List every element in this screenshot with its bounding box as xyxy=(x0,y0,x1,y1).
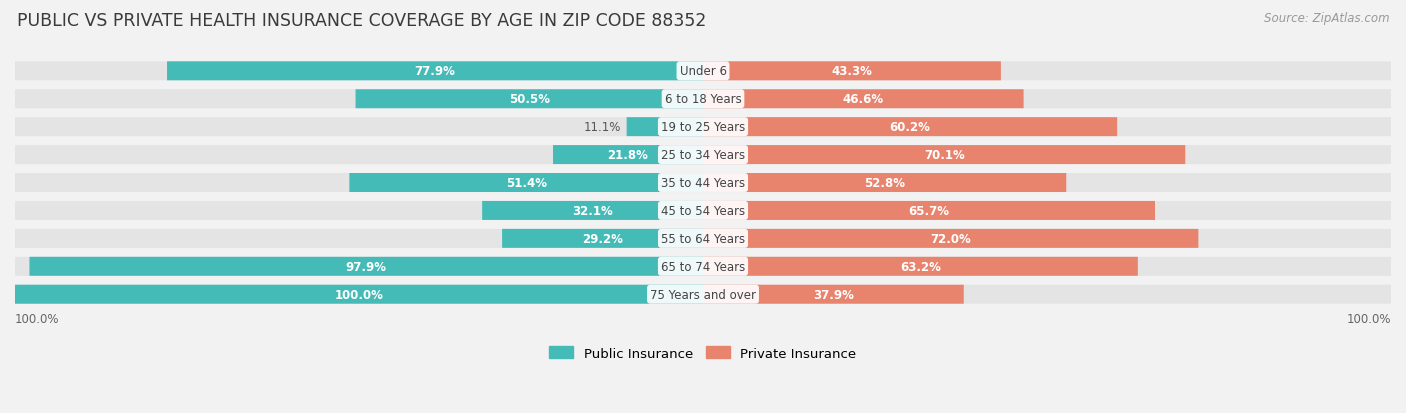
FancyBboxPatch shape xyxy=(356,90,703,109)
FancyBboxPatch shape xyxy=(15,257,1391,276)
Text: 100.0%: 100.0% xyxy=(335,288,384,301)
Text: 70.1%: 70.1% xyxy=(924,149,965,162)
Text: 63.2%: 63.2% xyxy=(900,260,941,273)
Text: PUBLIC VS PRIVATE HEALTH INSURANCE COVERAGE BY AGE IN ZIP CODE 88352: PUBLIC VS PRIVATE HEALTH INSURANCE COVER… xyxy=(17,12,706,30)
FancyBboxPatch shape xyxy=(15,90,1391,109)
Text: 37.9%: 37.9% xyxy=(813,288,853,301)
FancyBboxPatch shape xyxy=(15,62,1391,81)
FancyBboxPatch shape xyxy=(502,229,703,248)
Text: 100.0%: 100.0% xyxy=(15,313,59,325)
Text: 100.0%: 100.0% xyxy=(1347,313,1391,325)
Text: 21.8%: 21.8% xyxy=(607,149,648,162)
Text: 43.3%: 43.3% xyxy=(831,65,872,78)
FancyBboxPatch shape xyxy=(553,146,703,165)
Text: 65 to 74 Years: 65 to 74 Years xyxy=(661,260,745,273)
Text: 52.8%: 52.8% xyxy=(865,177,905,190)
Text: 51.4%: 51.4% xyxy=(506,177,547,190)
FancyBboxPatch shape xyxy=(30,257,703,276)
FancyBboxPatch shape xyxy=(15,285,703,304)
FancyBboxPatch shape xyxy=(703,229,1198,248)
FancyBboxPatch shape xyxy=(15,173,1391,192)
Text: 77.9%: 77.9% xyxy=(415,65,456,78)
FancyBboxPatch shape xyxy=(703,257,1137,276)
Text: 55 to 64 Years: 55 to 64 Years xyxy=(661,232,745,245)
Text: 29.2%: 29.2% xyxy=(582,232,623,245)
Text: 72.0%: 72.0% xyxy=(931,232,972,245)
FancyBboxPatch shape xyxy=(703,146,1185,165)
Text: 35 to 44 Years: 35 to 44 Years xyxy=(661,177,745,190)
Text: 6 to 18 Years: 6 to 18 Years xyxy=(665,93,741,106)
Text: 11.1%: 11.1% xyxy=(583,121,621,134)
Text: 65.7%: 65.7% xyxy=(908,204,949,217)
Text: 25 to 34 Years: 25 to 34 Years xyxy=(661,149,745,162)
Text: Source: ZipAtlas.com: Source: ZipAtlas.com xyxy=(1264,12,1389,25)
Text: 75 Years and over: 75 Years and over xyxy=(650,288,756,301)
FancyBboxPatch shape xyxy=(15,285,1391,304)
FancyBboxPatch shape xyxy=(703,202,1154,221)
FancyBboxPatch shape xyxy=(167,62,703,81)
Text: 60.2%: 60.2% xyxy=(890,121,931,134)
FancyBboxPatch shape xyxy=(15,229,1391,248)
Text: Under 6: Under 6 xyxy=(679,65,727,78)
FancyBboxPatch shape xyxy=(703,118,1118,137)
FancyBboxPatch shape xyxy=(703,173,1066,192)
FancyBboxPatch shape xyxy=(349,173,703,192)
FancyBboxPatch shape xyxy=(703,62,1001,81)
Text: 45 to 54 Years: 45 to 54 Years xyxy=(661,204,745,217)
FancyBboxPatch shape xyxy=(482,202,703,221)
FancyBboxPatch shape xyxy=(703,90,1024,109)
Text: 32.1%: 32.1% xyxy=(572,204,613,217)
Text: 50.5%: 50.5% xyxy=(509,93,550,106)
Legend: Public Insurance, Private Insurance: Public Insurance, Private Insurance xyxy=(544,341,862,365)
FancyBboxPatch shape xyxy=(627,118,703,137)
FancyBboxPatch shape xyxy=(15,118,1391,137)
FancyBboxPatch shape xyxy=(703,285,963,304)
FancyBboxPatch shape xyxy=(15,146,1391,165)
FancyBboxPatch shape xyxy=(15,202,1391,221)
Text: 19 to 25 Years: 19 to 25 Years xyxy=(661,121,745,134)
Text: 97.9%: 97.9% xyxy=(346,260,387,273)
Text: 46.6%: 46.6% xyxy=(842,93,884,106)
